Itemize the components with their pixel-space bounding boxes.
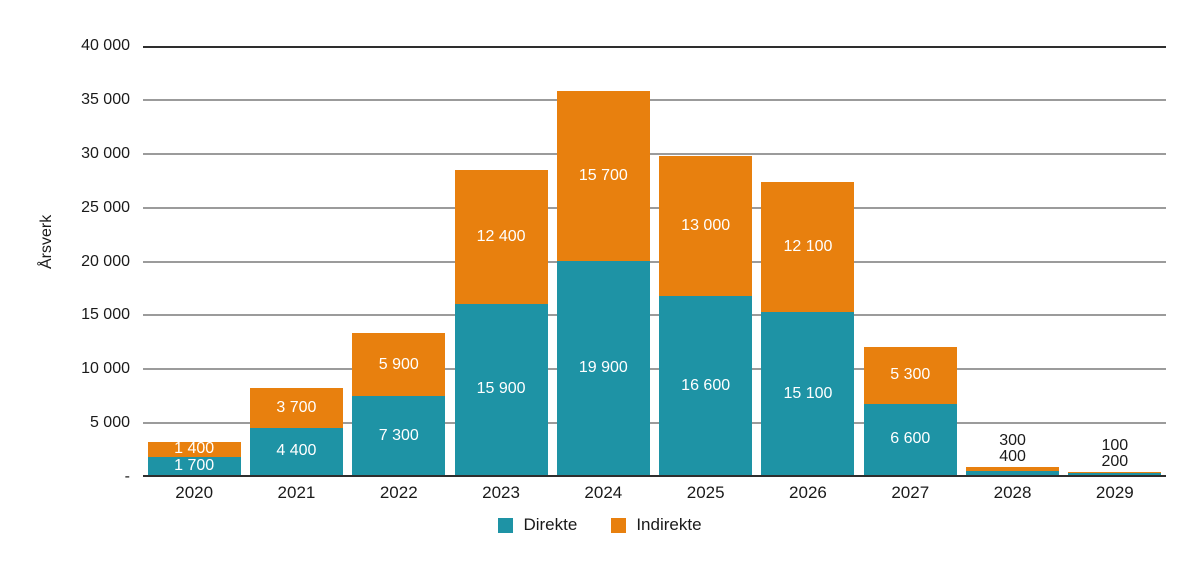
bar-segment-indirekte-2023 xyxy=(454,170,548,304)
bar-segment-direkte-2021 xyxy=(249,427,343,475)
legend-item-indirekte: Indirekte xyxy=(611,515,702,535)
y-tick-label-5000: 5 000 xyxy=(89,414,130,432)
y-tick-label-10000: 10 000 xyxy=(81,360,130,378)
y-tick-label-35000: 35 000 xyxy=(81,90,130,108)
bar-segment-indirekte-2029 xyxy=(1068,471,1162,473)
gridline-30000 xyxy=(143,152,1166,155)
x-tick-label-2026: 2026 xyxy=(789,483,827,502)
y-tick-label-15000: 15 000 xyxy=(81,306,130,324)
legend-label-direkte: Direkte xyxy=(523,515,578,534)
legend-label-indirekte: Indirekte xyxy=(636,515,702,534)
bar-value-label-direkte-2022: 7 300 xyxy=(378,426,419,444)
bar-value-label-direkte-2020: 1 700 xyxy=(174,456,215,474)
bar-value-label-indirekte-2028: 300 xyxy=(999,432,1026,450)
bar-segment-direkte-2022 xyxy=(352,396,446,475)
bar-value-label-indirekte-2025: 13 000 xyxy=(681,217,731,235)
bar-value-label-indirekte-2024: 15 700 xyxy=(578,166,628,184)
gridline-10000 xyxy=(143,368,1166,371)
bar-value-label-indirekte-2027: 5 300 xyxy=(890,366,931,384)
bar-value-label-direkte-2028: 400 xyxy=(999,448,1026,466)
bar-segment-direkte-2024 xyxy=(556,260,650,475)
bar-segment-indirekte-2020 xyxy=(147,441,241,457)
x-tick-label-2022: 2022 xyxy=(379,483,418,502)
gridline-40000 xyxy=(143,46,1166,48)
bar-value-label-direkte-2023: 15 900 xyxy=(476,380,526,398)
x-tick-label-2021: 2021 xyxy=(277,483,316,502)
bar-segment-indirekte-2028 xyxy=(966,467,1060,471)
x-tick-label-2024: 2024 xyxy=(584,483,623,502)
gridline-5000 xyxy=(143,422,1166,425)
bar-segment-direkte-2027 xyxy=(863,403,957,475)
bar-value-label-indirekte-2020: 1 400 xyxy=(174,440,215,458)
bar-value-label-direkte-2027: 6 600 xyxy=(890,430,931,448)
bar-segment-direkte-2029 xyxy=(1068,472,1162,475)
bar-value-label-indirekte-2023: 12 400 xyxy=(476,227,526,245)
gridline-25000 xyxy=(143,206,1166,209)
y-tick-label-20000: 20 000 xyxy=(81,252,130,270)
bar-value-label-direkte-2021: 4 400 xyxy=(276,442,317,460)
bar-segment-direkte-2026 xyxy=(761,312,855,475)
bar-segment-indirekte-2021 xyxy=(249,387,343,428)
y-axis-tick-labels: - 5 000 10 000 15 000 20 000 25 000 30 000 35 0… xyxy=(0,0,130,569)
gridline-35000 xyxy=(143,98,1166,101)
y-tick-label-30000: 30 000 xyxy=(81,144,130,162)
x-axis-tick-labels: 2020 2021 2022 2023 2024 2025 2026 2027 2028 2029 xyxy=(143,483,1166,503)
bar-segment-direkte-2020 xyxy=(147,456,241,475)
y-tick-label-0: - xyxy=(124,468,130,485)
x-tick-label-2023: 2023 xyxy=(482,483,520,502)
x-tick-label-2020: 2020 xyxy=(175,483,214,502)
x-tick-label-2028: 2028 xyxy=(993,483,1032,502)
bar-value-label-direkte-2024: 19 900 xyxy=(578,358,628,376)
x-tick-label-2029: 2029 xyxy=(1095,483,1134,502)
bar-segment-direkte-2025 xyxy=(659,296,753,475)
y-tick-label-25000: 25 000 xyxy=(81,198,130,216)
x-tick-label-2025: 2025 xyxy=(686,483,725,502)
bar-value-label-indirekte-2029: 100 xyxy=(1101,436,1129,454)
gridline-15000 xyxy=(143,314,1166,317)
bar-segment-indirekte-2025 xyxy=(659,156,753,297)
bar-segment-direkte-2023 xyxy=(454,303,548,475)
bar-segment-direkte-2028 xyxy=(966,470,1060,475)
bar-value-label-indirekte-2021: 3 700 xyxy=(276,398,317,416)
legend-swatch-direkte-icon xyxy=(498,517,514,533)
x-tick-label-2027: 2027 xyxy=(891,483,930,502)
bar-segment-indirekte-2022 xyxy=(352,332,446,397)
bar-segment-indirekte-2024 xyxy=(556,91,650,261)
y-tick-label-40000: 40 000 xyxy=(81,37,130,54)
bar-value-label-indirekte-2026: 12 100 xyxy=(783,238,833,256)
legend-swatch-indirekte-icon xyxy=(611,517,627,533)
legend-item-direkte: Direkte xyxy=(498,515,577,535)
bar-segment-indirekte-2027 xyxy=(863,346,957,404)
bar-value-label-direkte-2025: 16 600 xyxy=(681,376,731,394)
gridline-20000 xyxy=(143,260,1166,263)
x-axis-line xyxy=(143,475,1166,477)
bar-value-label-direkte-2029: 200 xyxy=(1101,452,1129,470)
legend: Direkte Indirekte xyxy=(0,515,1200,535)
bar-segment-indirekte-2026 xyxy=(761,181,855,313)
bar-value-label-direkte-2026: 15 100 xyxy=(783,384,833,402)
plot-area: 1 700 1 400 4 400 3 700 7 300 5 900 15 900 12 4… xyxy=(143,46,1166,477)
bar-value-label-indirekte-2022: 5 900 xyxy=(378,355,419,373)
